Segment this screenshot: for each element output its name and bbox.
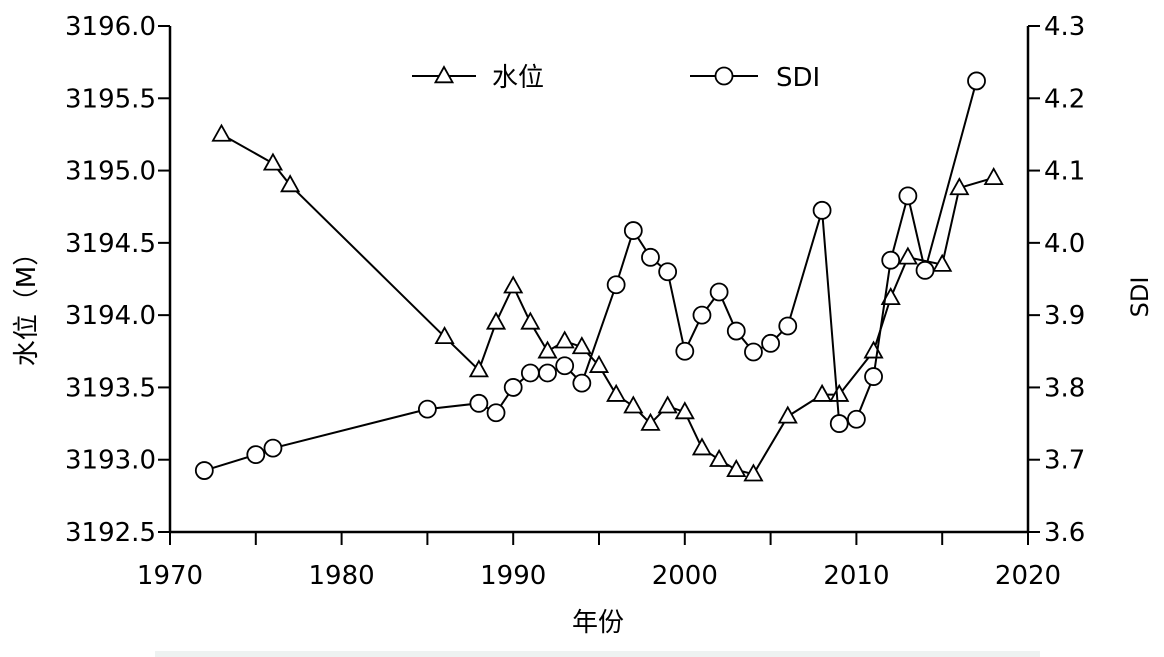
legend-triangle-icon xyxy=(433,65,455,84)
data-point-triangle xyxy=(983,166,1004,186)
data-point-triangle xyxy=(863,340,884,359)
y-left-tick-label: 3195.5 xyxy=(65,84,156,114)
y-left-tick-label: 3194.0 xyxy=(65,301,156,331)
data-point-triangle xyxy=(777,405,798,424)
data-point-circle xyxy=(486,403,506,423)
data-point-circle xyxy=(520,363,540,383)
y-left-tick-label: 3192.5 xyxy=(65,518,156,548)
data-point-triangle xyxy=(468,359,489,378)
data-point-triangle xyxy=(880,286,901,305)
y-left-tick-label: 3193.5 xyxy=(65,373,156,403)
y-left-tick-label: 3195.0 xyxy=(65,157,156,187)
y-right-tick-label: 4.1 xyxy=(1044,157,1085,187)
y-left-tick-label: 3193.0 xyxy=(65,446,156,476)
data-point-triangle xyxy=(657,395,678,414)
data-point-circle xyxy=(469,393,489,413)
data-point-triangle xyxy=(588,354,610,373)
data-point-circle xyxy=(744,342,763,362)
data-point-triangle xyxy=(537,340,558,359)
data-point-triangle xyxy=(932,253,953,272)
data-point-triangle xyxy=(554,330,575,349)
data-point-circle xyxy=(761,333,780,353)
data-point-circle xyxy=(675,341,695,361)
data-point-circle xyxy=(538,363,557,383)
data-point-triangle xyxy=(743,463,764,482)
legend-label: SDI xyxy=(776,63,820,93)
legend-label: 水位 xyxy=(492,63,544,93)
data-point-circle xyxy=(606,275,626,295)
data-point-circle xyxy=(847,409,866,429)
x-tick-label: 1990 xyxy=(480,561,546,591)
data-point-circle xyxy=(778,316,798,336)
data-point-circle xyxy=(555,356,575,376)
data-point-circle xyxy=(503,378,523,397)
y-right-tick-label: 4.3 xyxy=(1044,12,1085,42)
y-right-tick-label: 4.2 xyxy=(1044,84,1085,114)
y-axis-right-label: SDI xyxy=(1126,277,1154,318)
data-point-triangle xyxy=(211,123,232,142)
data-point-circle xyxy=(641,247,660,267)
data-point-circle xyxy=(967,71,986,91)
y-axis-left-label: 水位（M） xyxy=(12,240,42,366)
data-point-circle xyxy=(572,373,592,393)
data-point-circle xyxy=(829,414,849,433)
data-point-triangle xyxy=(571,336,592,355)
data-point-triangle xyxy=(709,448,730,467)
series-layer xyxy=(194,71,1004,482)
data-point-circle xyxy=(246,445,266,465)
data-point-circle xyxy=(623,221,643,240)
data-point-circle xyxy=(898,186,918,206)
y-right-tick-label: 3.8 xyxy=(1044,373,1085,403)
axes: 1970 1980 1990 2000 2010 2020 3192.5 3193.0 3193… xyxy=(65,12,1085,591)
x-tick-label: 2000 xyxy=(652,561,718,591)
data-point-circle xyxy=(726,321,746,341)
x-tick-label: 2020 xyxy=(995,561,1061,591)
data-point-triangle xyxy=(434,325,455,345)
data-point-triangle xyxy=(280,174,301,193)
data-point-circle xyxy=(263,438,283,458)
data-point-triangle xyxy=(897,246,918,265)
data-point-triangle xyxy=(606,383,627,402)
y-right-tick-label: 3.7 xyxy=(1044,446,1085,476)
x-axis-label: 年份 xyxy=(572,608,624,638)
y-right-tick-label: 3.9 xyxy=(1044,301,1085,331)
data-point-circle xyxy=(812,200,832,220)
bottom-strip xyxy=(155,651,1040,657)
series-sdi xyxy=(194,71,986,480)
legend-circle-icon xyxy=(714,66,734,86)
data-point-triangle xyxy=(640,412,661,431)
data-point-circle xyxy=(194,461,214,480)
data-point-triangle xyxy=(485,311,507,330)
y-left-tick-label: 3194.5 xyxy=(65,229,156,259)
x-tick-label: 1980 xyxy=(309,561,375,591)
data-point-circle xyxy=(709,282,729,302)
data-point-triangle xyxy=(691,437,713,456)
y-right-tick-label: 3.6 xyxy=(1044,518,1085,548)
legend: 水位 SDI xyxy=(412,63,820,93)
data-point-triangle xyxy=(262,152,284,171)
data-point-triangle xyxy=(520,311,541,330)
data-point-triangle xyxy=(674,401,695,420)
data-point-triangle xyxy=(811,383,833,402)
x-tick-label: 1970 xyxy=(137,561,203,591)
series-line xyxy=(220,133,994,476)
data-point-triangle xyxy=(623,395,644,414)
data-point-circle xyxy=(417,399,437,419)
y-right-tick-label: 4.0 xyxy=(1044,229,1085,259)
data-point-triangle xyxy=(949,177,970,196)
data-point-circle xyxy=(658,262,678,282)
data-point-circle xyxy=(915,260,935,280)
data-point-triangle xyxy=(726,458,747,478)
y-left-tick-label: 3196.0 xyxy=(65,12,156,42)
data-point-circle xyxy=(864,367,883,386)
legend-item-water-level: 水位 xyxy=(412,63,544,93)
series-water-level xyxy=(211,123,1004,482)
legend-item-sdi: SDI xyxy=(690,63,820,93)
data-point-circle xyxy=(692,305,712,325)
x-tick-label: 2010 xyxy=(823,561,889,591)
data-point-triangle xyxy=(829,383,850,402)
data-point-triangle xyxy=(503,275,524,294)
data-point-circle xyxy=(881,250,901,270)
